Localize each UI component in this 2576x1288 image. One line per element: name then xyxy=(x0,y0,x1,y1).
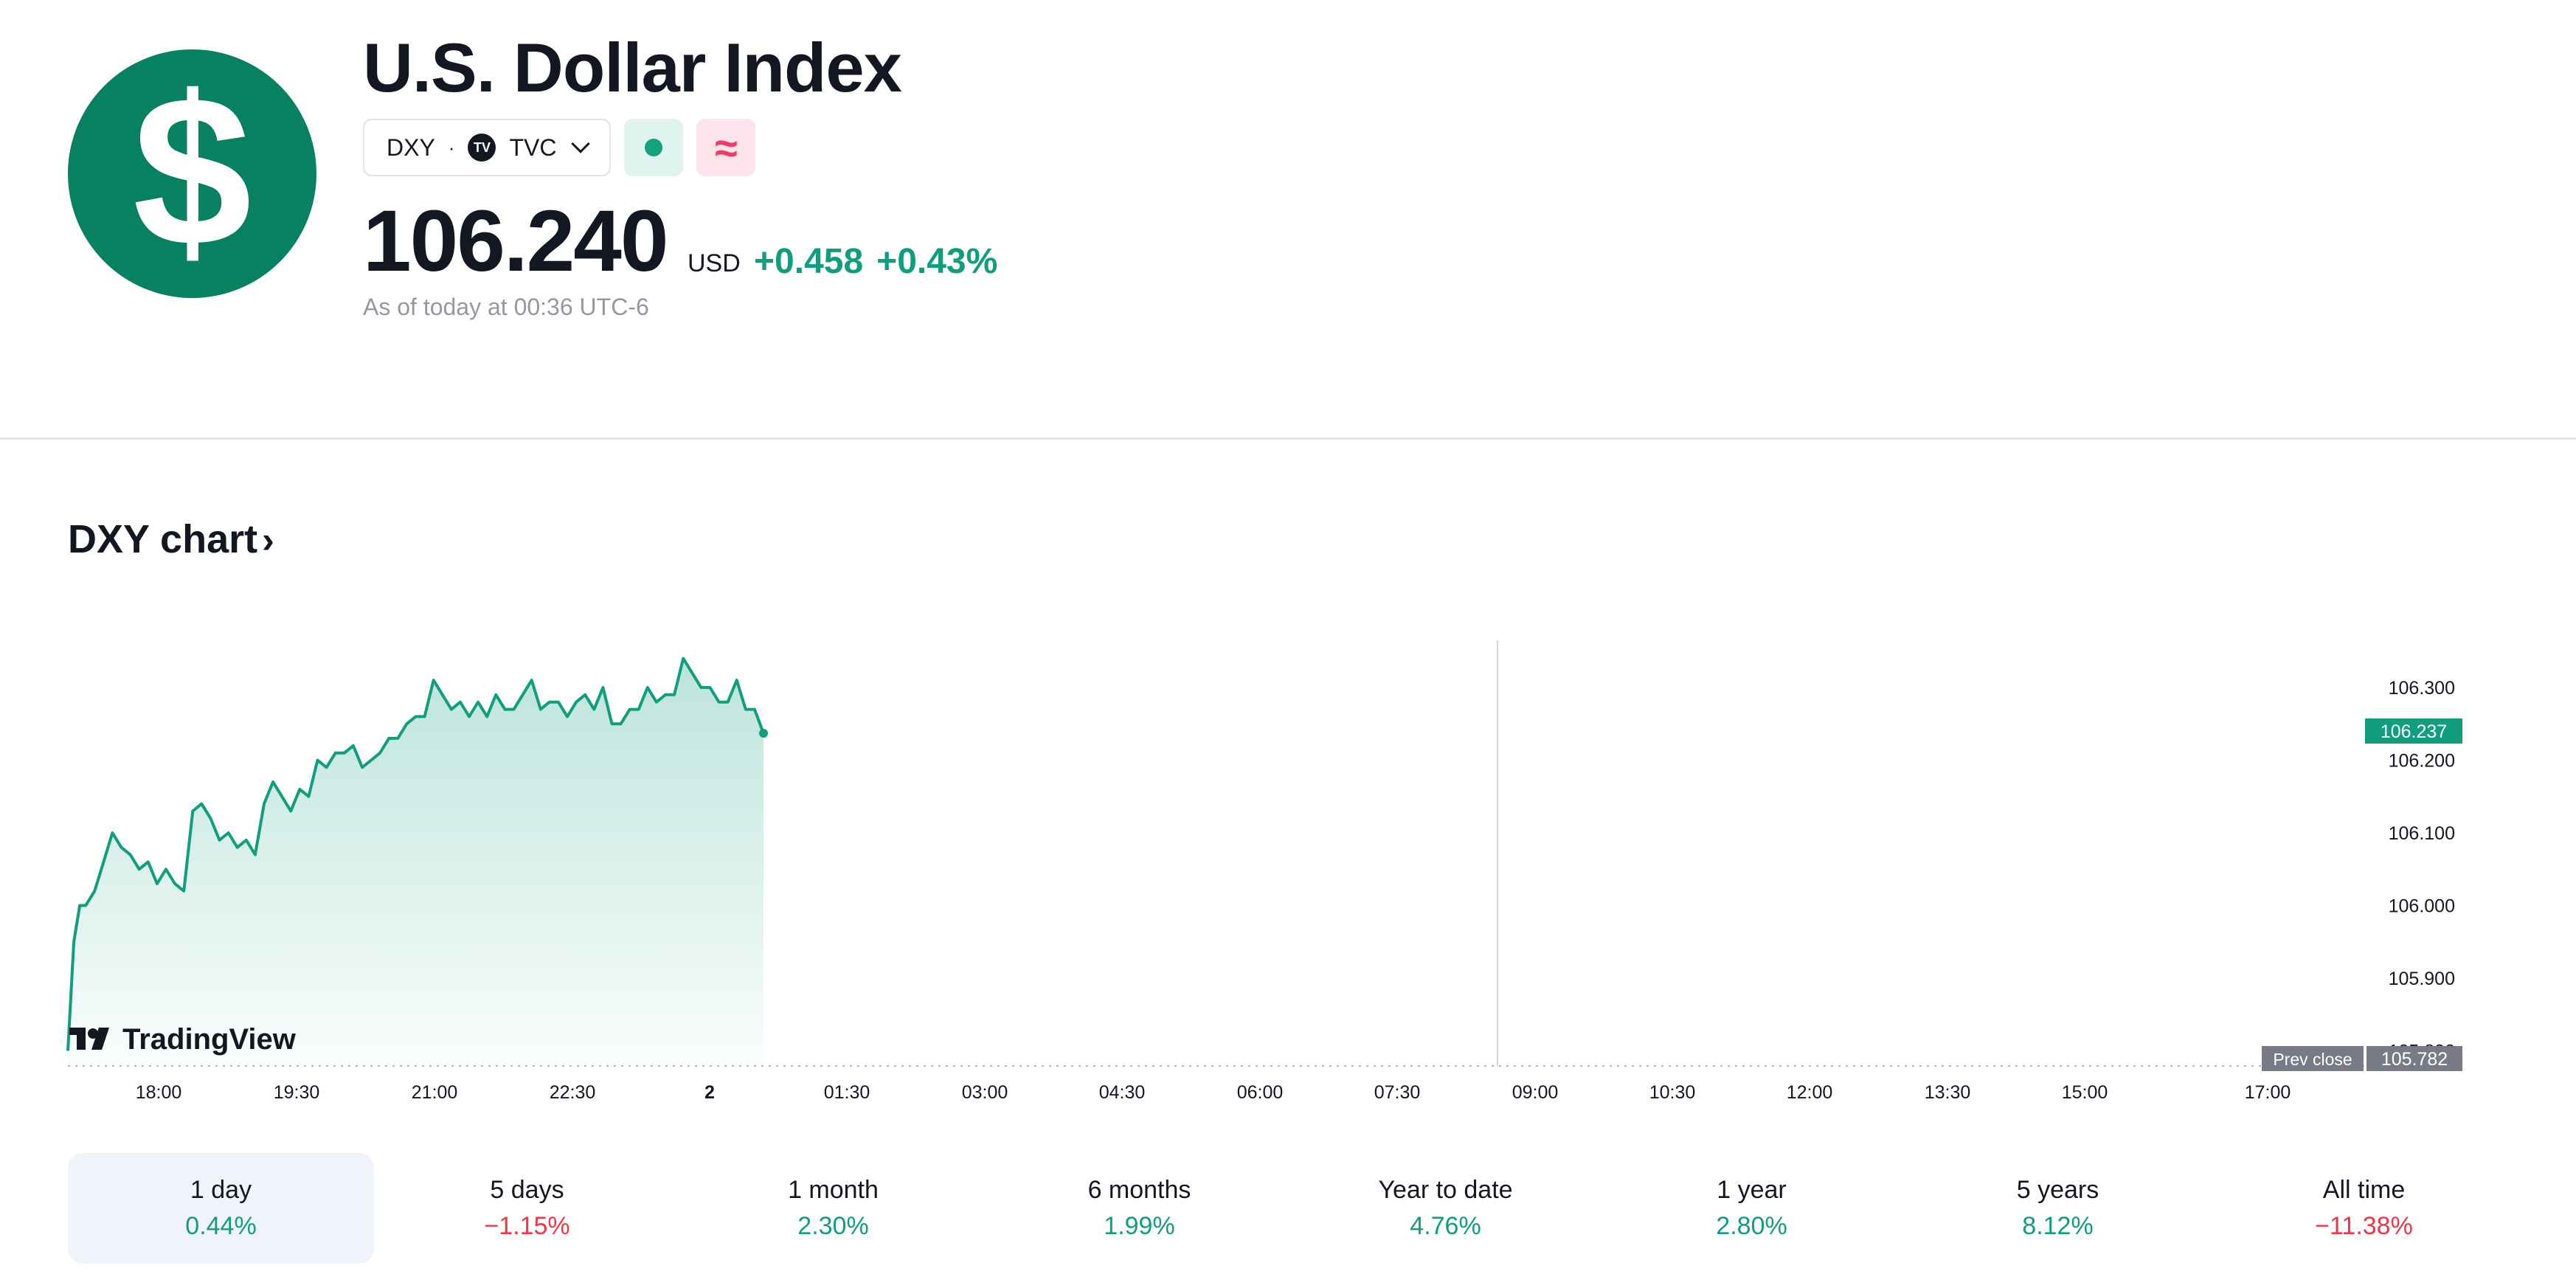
y-tick-label: 106.200 xyxy=(2389,751,2455,772)
price-area-fill xyxy=(68,658,764,1066)
currency-label: USD xyxy=(688,249,741,277)
period-label: All time xyxy=(2322,1176,2406,1204)
period-label: 6 months xyxy=(1087,1176,1191,1204)
chart-title-link[interactable]: DXY chart › xyxy=(68,516,274,562)
as-of-timestamp: As of today at 00:36 UTC-6 xyxy=(363,294,649,320)
period-change-value: 0.44% xyxy=(185,1212,257,1240)
period-tab[interactable]: 1 month 2.30% xyxy=(680,1153,986,1264)
y-tick-label: 106.000 xyxy=(2389,896,2455,917)
x-tick-label: 22:30 xyxy=(550,1082,596,1103)
x-tick-label: 17:00 xyxy=(2245,1082,2291,1103)
x-tick-label: 15:00 xyxy=(2062,1082,2108,1103)
x-tick-label: 06:00 xyxy=(1237,1082,1284,1103)
current-price-tag-bg xyxy=(2365,719,2462,744)
prev-close-tag-bg xyxy=(2262,1046,2364,1071)
x-tick-label: 2 xyxy=(704,1082,715,1103)
x-tick-label: 07:30 xyxy=(1374,1082,1421,1103)
period-selector: 1 day 0.44% 5 days −1.15% 1 month 2.30% 6 mont… xyxy=(68,1153,2517,1264)
symbol-label: DXY xyxy=(387,134,435,161)
page-title: U.S. Dollar Index xyxy=(363,29,902,106)
period-label: 1 day xyxy=(190,1176,252,1204)
prev-close-tag: Prev close 105.782 xyxy=(2262,1046,2462,1071)
last-price-point xyxy=(759,729,768,738)
x-tick-label: 09:00 xyxy=(1512,1082,1559,1103)
period-label: 1 year xyxy=(1717,1176,1787,1204)
period-change-value: −11.38% xyxy=(2315,1212,2413,1240)
period-label: 1 month xyxy=(788,1176,879,1204)
dollar-logo: $ xyxy=(68,49,316,298)
y-tick-label: 106.300 xyxy=(2389,678,2455,699)
period-change-value: 8.12% xyxy=(2022,1212,2094,1240)
x-tick-label: 18:00 xyxy=(136,1082,182,1103)
period-label: 5 days xyxy=(490,1176,564,1204)
separator-dot: · xyxy=(448,136,455,159)
prev-close-tag-text: Prev close xyxy=(2273,1050,2352,1069)
period-tab[interactable]: 5 days −1.15% xyxy=(374,1153,680,1264)
period-tab[interactable]: Year to date 4.76% xyxy=(1292,1153,1599,1264)
price-chart[interactable]: 106.300106.200106.100106.000105.900105.8… xyxy=(0,620,2576,1121)
period-tab[interactable]: 6 months 1.99% xyxy=(986,1153,1292,1264)
change-absolute: +0.458 xyxy=(754,242,864,281)
current-price-tag: 106.237 xyxy=(2365,719,2462,744)
period-change-value: −1.15% xyxy=(484,1212,570,1240)
tradingview-watermark: TradingView xyxy=(69,1023,297,1056)
symbol-exchange-dropdown[interactable]: DXY · TV TVC xyxy=(363,119,612,176)
period-change-value: 4.76% xyxy=(1410,1212,1481,1240)
x-tick-label: 01:30 xyxy=(824,1082,870,1103)
x-tick-label: 10:30 xyxy=(1649,1082,1696,1103)
change-percent: +0.43% xyxy=(876,242,998,281)
tradingview-wordmark: TradingView xyxy=(122,1023,297,1056)
y-tick-label: 106.100 xyxy=(2389,823,2455,844)
chevron-right-icon: › xyxy=(262,519,274,561)
chart-title-text: DXY chart xyxy=(68,517,258,561)
x-tick-label: 03:00 xyxy=(962,1082,1008,1103)
last-price: 106.240 xyxy=(363,193,669,290)
period-tab[interactable]: All time −11.38% xyxy=(2211,1153,2517,1264)
section-divider xyxy=(0,437,2576,440)
exchange-label: TVC xyxy=(509,134,557,161)
price-change: +0.458 +0.43% xyxy=(754,241,997,282)
prev-close-value-text: 105.782 xyxy=(2381,1049,2448,1070)
x-tick-label: 19:30 xyxy=(274,1082,320,1103)
period-change-value: 2.80% xyxy=(1716,1212,1787,1240)
status-dot-icon xyxy=(645,139,663,156)
price-line xyxy=(66,657,765,1051)
tradingview-logo-icon xyxy=(69,1028,109,1050)
period-change-value: 1.99% xyxy=(1104,1212,1175,1240)
period-tab[interactable]: 5 years 8.12% xyxy=(1905,1153,2211,1264)
period-tab[interactable]: 1 year 2.80% xyxy=(1599,1153,1905,1264)
market-open-badge[interactable] xyxy=(624,119,684,176)
period-label: Year to date xyxy=(1378,1176,1513,1204)
dollar-sign-icon: $ xyxy=(132,51,252,291)
x-tick-label: 04:30 xyxy=(1099,1082,1146,1103)
x-tick-label: 13:30 xyxy=(1925,1082,1971,1103)
x-tick-label: 21:00 xyxy=(412,1082,458,1103)
tv-logo-icon: TV xyxy=(468,134,496,162)
prev-close-value-bg xyxy=(2366,1046,2462,1071)
approx-icon: ≈ xyxy=(715,124,738,171)
period-label: 5 years xyxy=(2016,1176,2099,1204)
symbol-row: DXY · TV TVC ≈ xyxy=(363,119,756,176)
x-tick-label: 12:00 xyxy=(1787,1082,1833,1103)
derived-data-badge[interactable]: ≈ xyxy=(696,119,756,176)
chevron-down-icon xyxy=(571,134,591,153)
y-tick-label: 105.900 xyxy=(2389,969,2455,989)
period-tab[interactable]: 1 day 0.44% xyxy=(68,1153,374,1264)
period-change-value: 2.30% xyxy=(797,1212,869,1240)
current-price-tag-text: 106.237 xyxy=(2381,721,2447,742)
